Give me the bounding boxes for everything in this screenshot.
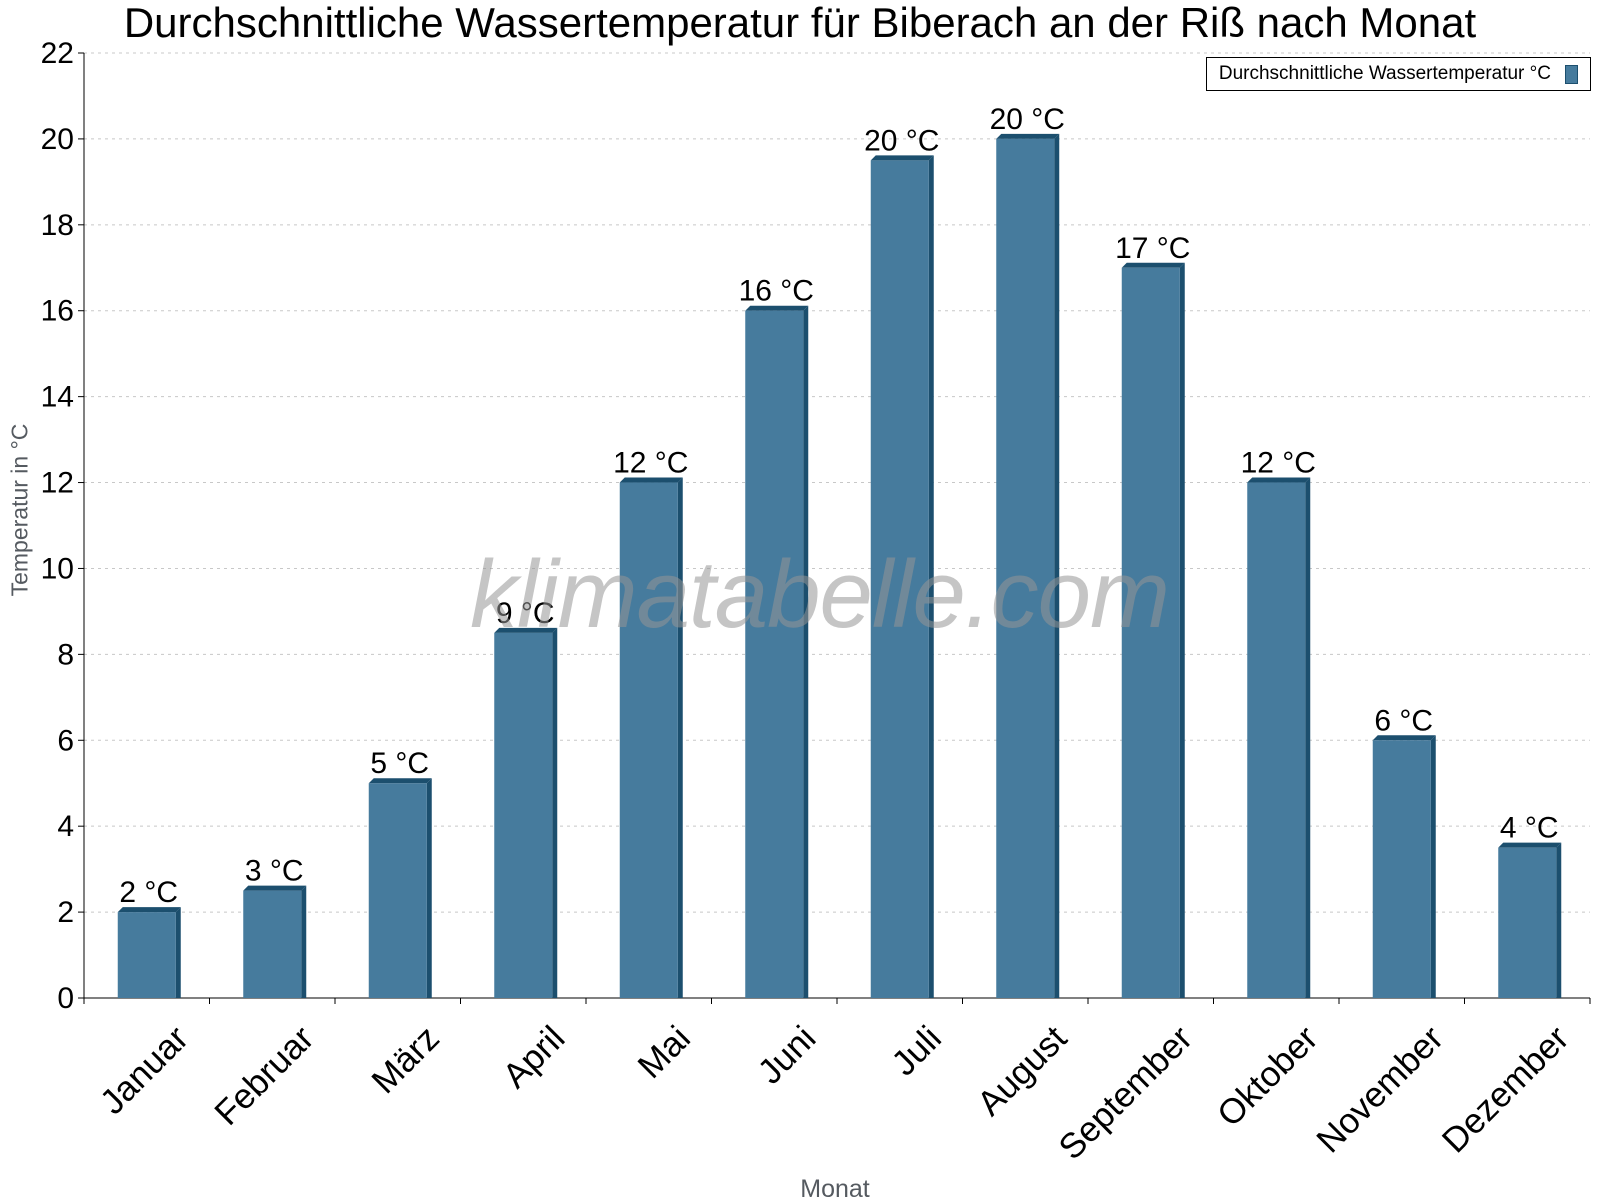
bar-top: [243, 885, 307, 891]
x-tick-label: Mai: [630, 1019, 697, 1086]
bar: [368, 783, 427, 998]
y-tick-label: 14: [41, 381, 74, 414]
bar-side: [928, 155, 934, 999]
x-tick-label: Oktober: [1210, 1018, 1326, 1134]
legend-entry-label: Durchschnittliche Wassertemperatur °C: [1218, 63, 1551, 84]
bar-side: [803, 305, 809, 998]
watermark: klimatabelle.com: [470, 541, 1170, 648]
y-tick-label: 12: [41, 467, 74, 500]
x-tick-label: März: [364, 1019, 447, 1102]
x-axis-label: Monat: [800, 1175, 870, 1203]
data-label: 12 °C: [1241, 447, 1316, 480]
bar-side: [677, 477, 683, 999]
legend-swatch: [1565, 64, 1578, 84]
y-tick-label: 10: [41, 552, 74, 585]
x-tick-label: Juni: [750, 1019, 823, 1092]
bar-top: [1498, 842, 1562, 848]
y-tick-label: 2: [57, 896, 74, 929]
data-label: 3 °C: [245, 855, 304, 888]
bar: [745, 310, 804, 998]
bar-top: [1247, 477, 1311, 483]
data-label: 2 °C: [119, 876, 178, 909]
bar-side: [301, 885, 307, 998]
bar-top: [368, 778, 432, 784]
data-label: 20 °C: [864, 124, 939, 157]
y-tick-label: 0: [57, 982, 74, 1015]
data-label: 17 °C: [1115, 232, 1190, 265]
x-tick-label: September: [1051, 1018, 1200, 1167]
x-tick-label: November: [1309, 1018, 1451, 1160]
bar-side: [1179, 262, 1185, 999]
y-tick-label: 20: [41, 123, 74, 156]
y-tick-label: 16: [41, 295, 74, 328]
legend: Durchschnittliche Wassertemperatur °C: [1205, 57, 1591, 91]
data-label: 20 °C: [990, 103, 1065, 136]
bar-side: [175, 907, 181, 998]
bar: [996, 138, 1055, 999]
bar-top: [619, 477, 683, 483]
bar-top: [1372, 735, 1436, 741]
bar-top: [1121, 262, 1185, 268]
bar: [619, 482, 678, 999]
data-label: 9 °C: [496, 597, 555, 630]
bar-side: [1305, 477, 1311, 999]
bar-top: [745, 305, 809, 311]
bar-top: [870, 155, 934, 161]
bar-side: [1054, 133, 1060, 999]
bar: [494, 632, 553, 998]
bar: [1498, 847, 1557, 998]
bar-side: [1556, 842, 1562, 998]
chart-title: Durchschnittliche Wassertemperatur für B…: [123, 0, 1477, 46]
bar-top: [117, 907, 181, 913]
y-tick-label: 4: [57, 810, 74, 843]
y-tick-label: 18: [41, 209, 74, 242]
bar: [1121, 267, 1180, 999]
y-axis-label: Temperatur in °C: [6, 423, 33, 597]
x-tick-label: Februar: [207, 1018, 321, 1132]
x-tick-label: August: [970, 1018, 1075, 1123]
bar-top: [494, 627, 558, 633]
y-tick-label: 22: [41, 37, 74, 70]
bar: [117, 912, 176, 998]
y-tick-label: 6: [57, 724, 74, 757]
data-label: 12 °C: [613, 447, 688, 480]
y-tick-label: 8: [57, 638, 74, 671]
bar-top: [996, 133, 1060, 139]
bar-side: [426, 778, 432, 998]
data-label: 5 °C: [370, 747, 429, 780]
bar-side: [1430, 735, 1436, 998]
bar: [870, 160, 929, 999]
x-tick-label: Dezember: [1435, 1018, 1577, 1160]
data-label: 6 °C: [1374, 704, 1433, 737]
x-tick-label: Juli: [884, 1019, 949, 1084]
x-tick-label: April: [495, 1019, 572, 1096]
bar: [243, 890, 302, 998]
bar: [1247, 482, 1306, 999]
x-tick-label: Januar: [93, 1018, 196, 1121]
data-label: 4 °C: [1500, 812, 1559, 845]
data-label: 16 °C: [739, 275, 814, 308]
bar: [1372, 740, 1431, 998]
bar-side: [552, 627, 558, 998]
